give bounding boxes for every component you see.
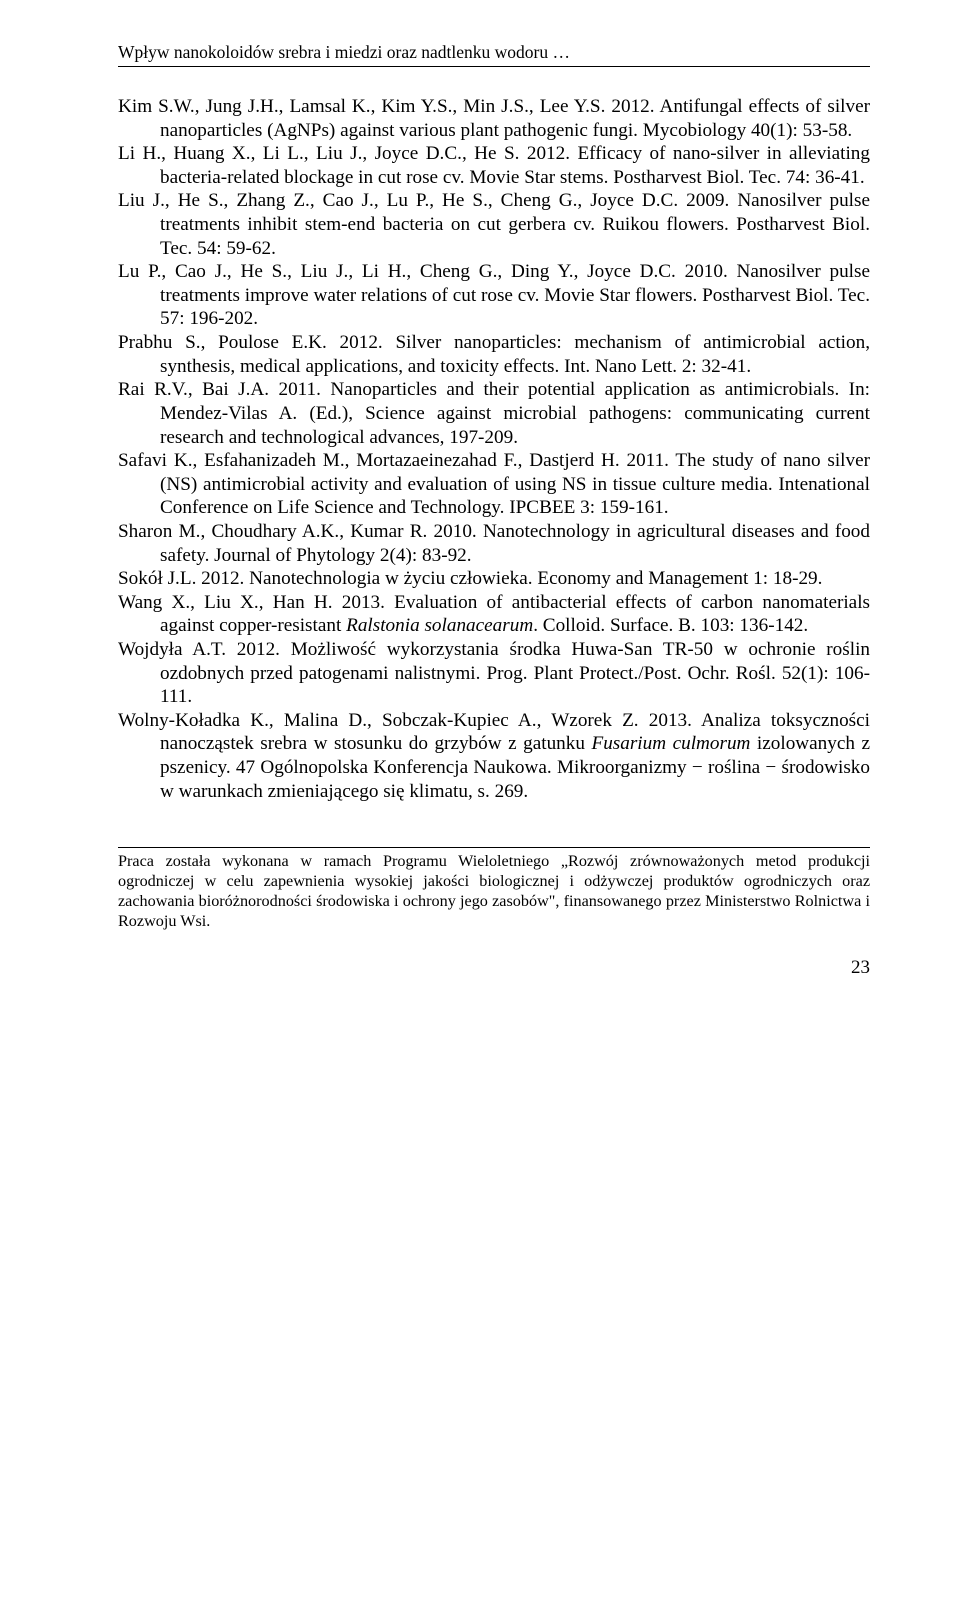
document-page: Wpływ nanokoloidów srebra i miedzi oraz … [0,0,960,1039]
reference-item: Liu J., He S., Zhang Z., Cao J., Lu P., … [118,189,870,260]
reference-item: Li H., Huang X., Li L., Liu J., Joyce D.… [118,142,870,189]
references-list: Kim S.W., Jung J.H., Lamsal K., Kim Y.S.… [118,95,870,803]
reference-item: Wolny-Koładka K., Malina D., Sobczak-Kup… [118,709,870,803]
reference-item: Kim S.W., Jung J.H., Lamsal K., Kim Y.S.… [118,95,870,142]
reference-item: Lu P., Cao J., He S., Liu J., Li H., Che… [118,260,870,331]
reference-item: Sharon M., Choudhary A.K., Kumar R. 2010… [118,520,870,567]
funding-statement: Praca została wykonana w ramach Programu… [118,852,870,931]
page-number: 23 [118,957,870,979]
reference-item: Rai R.V., Bai J.A. 2011. Nanoparticles a… [118,378,870,449]
reference-item: Prabhu S., Poulose E.K. 2012. Silver nan… [118,331,870,378]
header-rule [118,66,870,67]
reference-item: Wojdyła A.T. 2012. Możliwość wykorzystan… [118,638,870,709]
funding-rule [118,847,870,848]
reference-item: Safavi K., Esfahanizadeh M., Mortazaeine… [118,449,870,520]
reference-item: Sokół J.L. 2012. Nanotechnologia w życiu… [118,567,870,591]
reference-item: Wang X., Liu X., Han H. 2013. Evaluation… [118,591,870,638]
running-header: Wpływ nanokoloidów srebra i miedzi oraz … [118,42,870,63]
